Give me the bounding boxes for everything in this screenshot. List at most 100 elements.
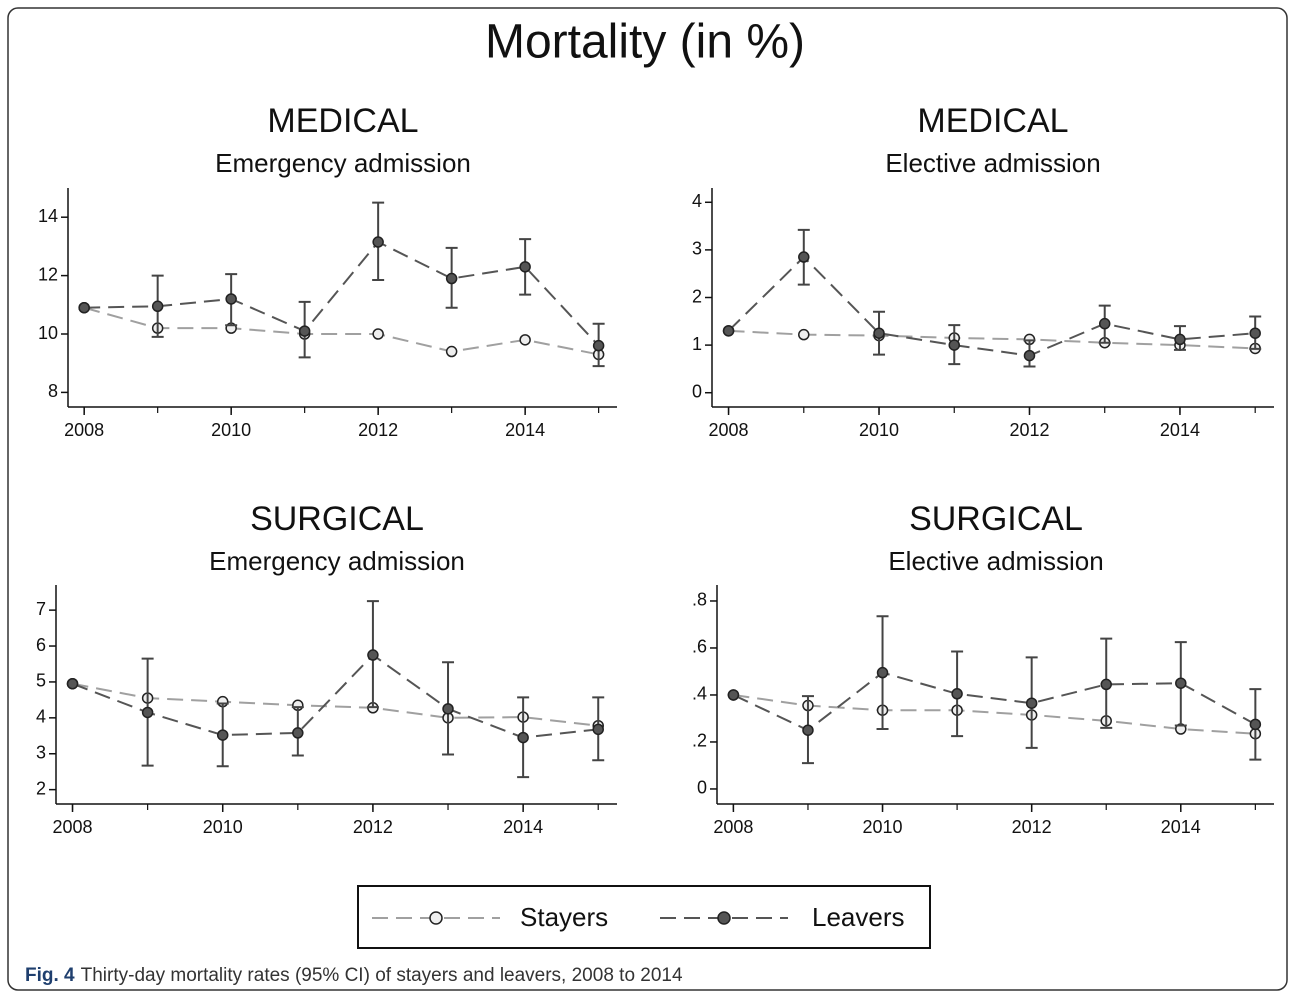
marker [802,724,814,736]
marker [66,677,79,690]
x-tick-label: 2008 [64,420,104,440]
legend-marker [717,911,731,925]
y-tick-label: 2 [36,778,46,798]
marker [216,729,229,741]
chart-title: MEDICAL [917,102,1068,140]
marker [442,703,454,715]
y-tick-label: .2 [692,731,707,751]
x-tick-label: 2010 [859,420,899,440]
series-line [727,255,1256,357]
marker [1023,349,1036,362]
x-tick-label: 2008 [52,817,92,837]
series [78,201,605,368]
series-line [84,240,600,347]
y-tick-label: 14 [38,206,58,226]
chart-subtitle: Emergency admission [209,546,465,576]
y-tick-label: 12 [38,264,58,284]
y-tick-label: 5 [36,671,46,691]
series [66,600,605,779]
y-tick-label: 6 [36,635,46,655]
y-tick-label: 4 [36,707,46,727]
series [722,228,1262,368]
marker [517,731,529,744]
marker [151,300,164,313]
marker [798,328,810,341]
y-tick-label: 0 [692,381,702,401]
legend-label: Stayers [520,902,608,932]
marker [951,688,963,700]
y-tick-label: 3 [692,239,702,259]
x-tick-label: 2012 [1009,420,1049,440]
marker [141,706,154,719]
y-tick-label: 4 [692,191,702,211]
marker [445,272,458,285]
marker [292,727,304,739]
marker [298,325,311,337]
marker [367,649,379,661]
y-tick-label: 2 [692,286,702,306]
y-tick-label: .4 [692,684,707,704]
marker [1174,333,1186,346]
x-tick-label: 2014 [1161,817,1201,837]
marker [372,328,384,340]
y-tick-label: 8 [48,381,58,401]
marker [372,236,384,248]
x-tick-label: 2008 [709,420,749,440]
series-line [732,671,1256,732]
figure-title: Mortality (in %) [485,16,805,69]
y-tick-label: 10 [38,323,58,343]
x-tick-label: 2012 [1012,817,1052,837]
chart-subtitle: Elective admission [888,546,1103,576]
marker [592,339,605,352]
y-tick-label: .8 [692,590,707,610]
marker [873,327,885,339]
chart-title: MEDICAL [267,102,418,140]
x-tick-label: 2010 [203,817,243,837]
marker [876,666,889,679]
marker [798,251,810,263]
x-tick-label: 2014 [505,420,545,440]
marker [1249,718,1262,731]
series [727,615,1262,765]
y-tick-label: .6 [692,637,707,657]
series-line [728,329,1256,350]
marker [948,339,961,351]
y-tick-label: 1 [692,334,702,354]
chart-subtitle: Emergency admission [215,148,471,178]
caption-text: Thirty-day mortality rates (95% CI) of s… [81,965,683,986]
marker [1100,678,1112,691]
marker [519,334,531,346]
caption-label: Fig. 4 [25,965,75,986]
x-tick-label: 2012 [353,817,393,837]
x-tick-label: 2014 [1160,420,1200,440]
y-tick-label: 3 [36,742,46,762]
marker [445,345,458,358]
legend-label: Leavers [812,902,905,932]
legend-marker [429,911,443,925]
marker [592,723,604,736]
marker [727,689,740,701]
x-tick-label: 2008 [713,817,753,837]
chart-subtitle: Elective admission [885,148,1100,178]
x-tick-label: 2010 [211,420,251,440]
marker [225,293,237,305]
y-tick-label: 0 [697,778,707,798]
marker [519,261,531,273]
marker [722,325,735,337]
x-tick-label: 2010 [863,817,903,837]
series-line [83,306,599,356]
marker [1249,327,1261,339]
series-line [733,693,1256,735]
y-tick-label: 7 [36,599,46,619]
marker [1175,677,1187,689]
frame [7,7,1288,991]
chart-title: SURGICAL [909,500,1083,538]
marker [1098,317,1111,330]
series-line [72,653,599,739]
x-tick-label: 2014 [503,817,543,837]
series-line [72,682,599,727]
chart-title: SURGICAL [250,500,424,538]
x-tick-label: 2012 [358,420,398,440]
